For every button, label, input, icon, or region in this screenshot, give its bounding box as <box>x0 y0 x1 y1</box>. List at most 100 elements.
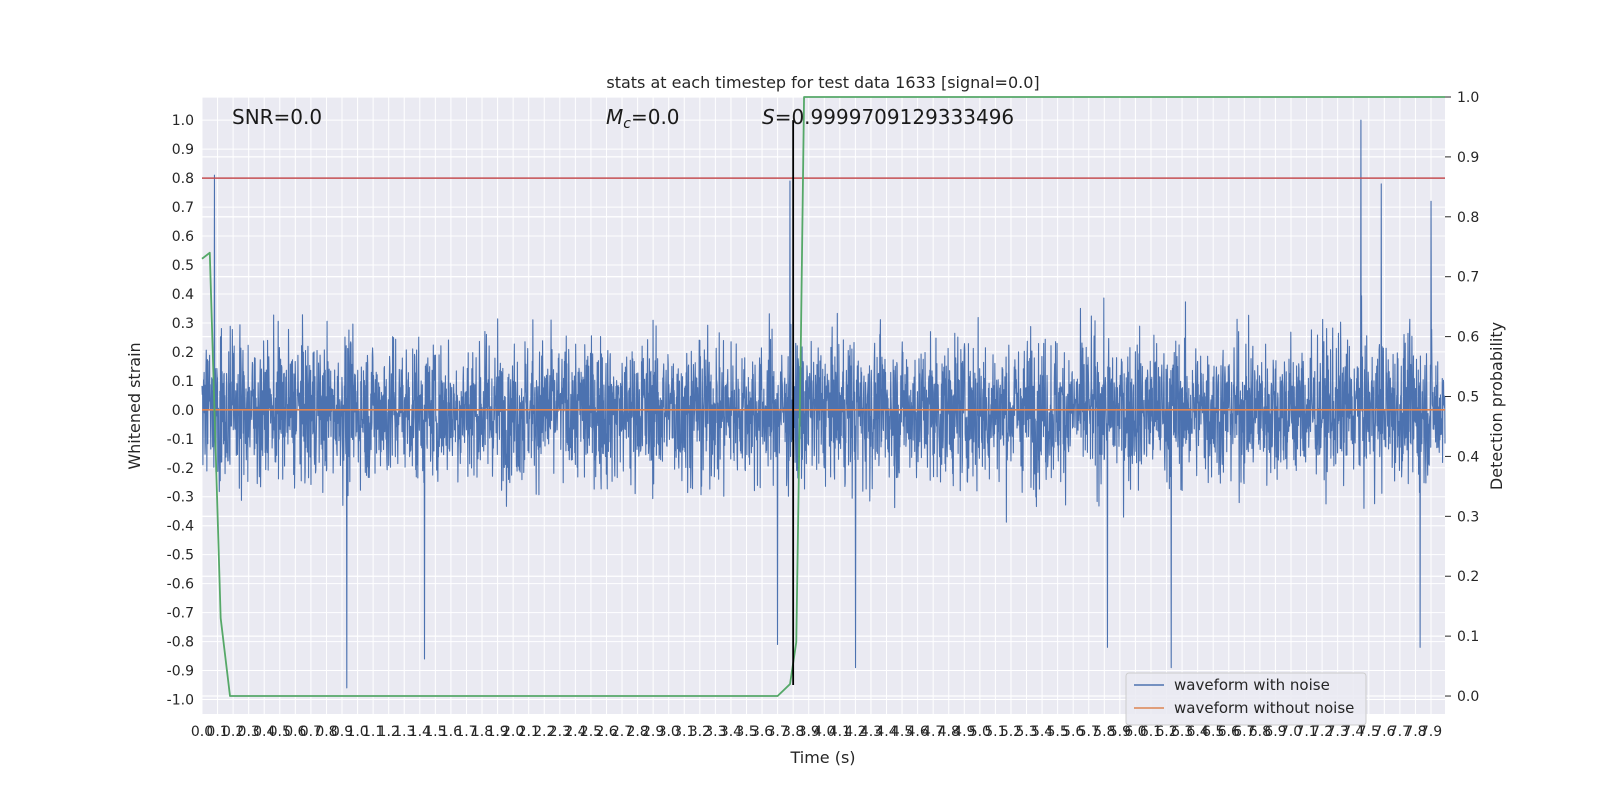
legend-box <box>1125 672 1367 726</box>
x-tick-label: 3.9 <box>798 724 820 740</box>
score-annotation: S=0.9999709129333496 <box>762 105 1014 129</box>
x-tick-label: 0.0 <box>191 724 213 740</box>
y-tick-label: 0.7 <box>172 200 194 216</box>
x-tick-label: 2.2 <box>533 724 555 740</box>
y-tick-labels: -1.0 -0.9 -0.8 -0.7 -0.6 -0.5 -0.4 -0.3 -0.2 -0.1… <box>167 113 194 708</box>
y-tick-label: 0.6 <box>172 229 194 245</box>
x-tick-label: 4.3 <box>860 724 882 740</box>
x-tick-label: 3.1 <box>673 724 695 740</box>
y2-tick-label: 0.0 <box>1457 689 1479 705</box>
x-tick-label: 7.5 <box>1358 724 1380 740</box>
x-tick-label: 4.1 <box>829 724 851 740</box>
x-tick-label: 5.4 <box>1031 724 1053 740</box>
y2-tick-label: 0.6 <box>1457 330 1479 346</box>
y-tick-label: -1.0 <box>167 693 194 709</box>
y-tick-label: 0.8 <box>172 171 194 187</box>
y-tick-label: -0.6 <box>167 577 194 593</box>
x-tick-label: 5.2 <box>1000 724 1022 740</box>
x-tick-label: 5.9 <box>1109 724 1131 740</box>
x-tick-label: 2.4 <box>564 724 586 740</box>
x-tick-label: 6.5 <box>1202 724 1224 740</box>
x-tick-label: 4.8 <box>938 724 960 740</box>
x-tick-label: 3.7 <box>766 724 788 740</box>
y-tick-label: 0.3 <box>172 316 194 332</box>
x-tick-label: 3.4 <box>720 724 742 740</box>
y-tick-label: 0.4 <box>172 287 194 303</box>
x-tick-label: 5.1 <box>984 724 1006 740</box>
x-tick-label: 4.7 <box>922 724 944 740</box>
x-tick-label: 5.8 <box>1093 724 1115 740</box>
x-tick-label: 7.4 <box>1342 724 1364 740</box>
x-tick-label: 1.4 <box>409 724 431 740</box>
x-tick-label: 7.6 <box>1373 724 1395 740</box>
chirp-mass-symbol: M <box>606 105 623 129</box>
x-tick-label: 7.0 <box>1280 724 1302 740</box>
y-tick-label: -0.2 <box>167 461 194 477</box>
y-tick-label: -0.5 <box>167 548 194 564</box>
x-tick-label: 1.0 <box>346 724 368 740</box>
legend-label-with-noise: waveform with noise <box>1174 676 1330 694</box>
detection-probability-line <box>201 96 1445 697</box>
chirp-mass-subscript: c <box>623 116 631 132</box>
snr-annotation: SNR=0.0 <box>232 105 322 129</box>
x-tick-labels: 0.00.10.20.30.40.50.60.70.80.91.01.11.21… <box>191 724 1442 740</box>
x-tick-label: 1.6 <box>440 724 462 740</box>
y-tick-label: 1.0 <box>172 113 194 129</box>
x-tick-label: 2.6 <box>595 724 617 740</box>
y2-tick-label: 0.3 <box>1457 509 1479 525</box>
x-tick-label: 4.6 <box>906 724 928 740</box>
x-tick-label: 3.8 <box>782 724 804 740</box>
x-tick-label: 0.7 <box>300 724 322 740</box>
x-tick-label: 0.5 <box>269 724 291 740</box>
x-tick-label: 0.2 <box>222 724 244 740</box>
x-tick-label: 5.7 <box>1078 724 1100 740</box>
x-tick-label: 1.5 <box>424 724 446 740</box>
x-tick-label: 2.3 <box>549 724 571 740</box>
x-tick-label: 7.2 <box>1311 724 1333 740</box>
x-tick-label: 5.5 <box>1046 724 1068 740</box>
x-tick-label: 7.3 <box>1327 724 1349 740</box>
y-tick-label: 0.1 <box>172 374 194 390</box>
x-tick-label: 5.6 <box>1062 724 1084 740</box>
waveform-with-noise-line <box>201 119 1446 689</box>
x-tick-label: 0.3 <box>238 724 260 740</box>
chirp-mass-annotation: Mc=0.0 <box>606 105 680 132</box>
x-tick-label: 6.6 <box>1218 724 1240 740</box>
x-tick-label: 1.7 <box>455 724 477 740</box>
x-tick-label: 1.9 <box>486 724 508 740</box>
x-tick-label: 4.2 <box>844 724 866 740</box>
x-axis-label: Time (s) <box>789 748 855 767</box>
legend: waveform with noise waveform without noi… <box>1125 672 1367 726</box>
y2-tick-label: 1.0 <box>1457 90 1479 106</box>
x-tick-label: 4.0 <box>813 724 835 740</box>
y2-tick-label: 0.4 <box>1457 449 1479 465</box>
x-tick-label: 3.3 <box>704 724 726 740</box>
y2-tick-label: 0.5 <box>1457 390 1479 406</box>
x-tick-label: 6.9 <box>1264 724 1286 740</box>
x-tick-label: 2.7 <box>611 724 633 740</box>
x-tick-label: 1.3 <box>393 724 415 740</box>
y-tick-label: -0.7 <box>167 606 194 622</box>
x-tick-label: 0.4 <box>253 724 275 740</box>
lines <box>201 96 1445 697</box>
y2-tick-label: 0.1 <box>1457 629 1479 645</box>
y-tick-label: -0.3 <box>167 490 194 506</box>
y-tick-label: -0.8 <box>167 635 194 651</box>
chirp-mass-value: =0.0 <box>631 105 680 129</box>
y2-tick-label: 0.8 <box>1457 210 1479 226</box>
legend-label-without-noise: waveform without noise <box>1174 699 1354 717</box>
y-tick-label: -0.4 <box>167 519 194 535</box>
x-tick-label: 6.4 <box>1187 724 1209 740</box>
x-tick-label: 4.5 <box>891 724 913 740</box>
y-tick-label: -0.1 <box>167 432 194 448</box>
x-tick-label: 1.1 <box>362 724 384 740</box>
x-tick-label: 4.9 <box>953 724 975 740</box>
x-tick-label: 7.1 <box>1295 724 1317 740</box>
x-tick-label: 2.9 <box>642 724 664 740</box>
x-tick-label: 5.0 <box>969 724 991 740</box>
y-tick-label: 0.2 <box>172 345 194 361</box>
x-tick-label: 2.5 <box>580 724 602 740</box>
y2-axis-label: Detection probability <box>1487 322 1506 490</box>
